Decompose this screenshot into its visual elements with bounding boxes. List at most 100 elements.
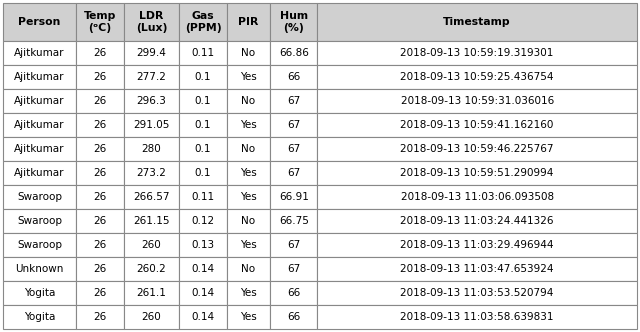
Bar [76,233,124,257]
Text: 280: 280 [141,144,161,154]
Text: 2018-09-13 11:03:47.653924: 2018-09-13 11:03:47.653924 [401,264,554,274]
Bar [124,305,179,329]
Bar [3,3,76,41]
Text: Ajitkumar: Ajitkumar [14,48,65,58]
Text: Timestamp: Timestamp [444,17,511,27]
Bar [270,233,317,257]
Bar [76,89,124,113]
Text: 67: 67 [287,120,300,130]
Text: 26: 26 [93,120,106,130]
Text: Yes: Yes [240,288,257,298]
Bar [227,305,270,329]
Text: Yes: Yes [240,192,257,202]
Text: PIR: PIR [238,17,259,27]
Text: Yes: Yes [240,120,257,130]
Bar [124,137,179,161]
Text: Gas
(PPM): Gas (PPM) [185,11,221,33]
Text: 299.4: 299.4 [136,48,166,58]
Text: Swaroop: Swaroop [17,216,62,226]
Text: 66: 66 [287,72,300,82]
Text: 291.05: 291.05 [133,120,170,130]
Bar [270,41,317,65]
Bar [270,3,317,41]
Bar [3,161,76,185]
Bar [3,137,76,161]
Text: 26: 26 [93,240,106,250]
Text: 66.86: 66.86 [279,48,308,58]
Text: 2018-09-13 11:03:06.093508: 2018-09-13 11:03:06.093508 [401,192,554,202]
Bar [76,257,124,281]
Text: 2018-09-13 10:59:46.225767: 2018-09-13 10:59:46.225767 [401,144,554,154]
Text: LDR
(Lux): LDR (Lux) [136,11,167,33]
Text: 26: 26 [93,144,106,154]
Text: Yogita: Yogita [24,288,55,298]
Text: 2018-09-13 10:59:51.290994: 2018-09-13 10:59:51.290994 [401,168,554,178]
Bar [124,281,179,305]
Text: 2018-09-13 11:03:29.496944: 2018-09-13 11:03:29.496944 [401,240,554,250]
Bar [179,3,227,41]
Bar [3,209,76,233]
Bar [124,161,179,185]
Bar [227,257,270,281]
Text: 66.91: 66.91 [279,192,308,202]
Text: 260.2: 260.2 [136,264,166,274]
Text: Yes: Yes [240,72,257,82]
Bar [317,89,637,113]
Bar [317,161,637,185]
Bar [76,305,124,329]
Text: 266.57: 266.57 [133,192,170,202]
Bar [270,209,317,233]
Text: Hum
(%): Hum (%) [280,11,308,33]
Text: No: No [241,264,255,274]
Bar [227,89,270,113]
Bar [76,3,124,41]
Bar [317,137,637,161]
Text: 67: 67 [287,264,300,274]
Text: 0.1: 0.1 [195,120,211,130]
Text: Ajitkumar: Ajitkumar [14,168,65,178]
Text: 2018-09-13 11:03:24.441326: 2018-09-13 11:03:24.441326 [401,216,554,226]
Bar [270,65,317,89]
Text: 67: 67 [287,144,300,154]
Bar [179,209,227,233]
Bar [227,161,270,185]
Bar [317,41,637,65]
Bar [227,41,270,65]
Text: 0.13: 0.13 [191,240,214,250]
Bar [3,233,76,257]
Bar [227,185,270,209]
Text: No: No [241,48,255,58]
Text: Unknown: Unknown [15,264,64,274]
Text: 66: 66 [287,312,300,322]
Text: 67: 67 [287,96,300,106]
Text: 0.1: 0.1 [195,144,211,154]
Text: Swaroop: Swaroop [17,192,62,202]
Bar [179,281,227,305]
Text: Person: Person [19,17,61,27]
Bar [124,3,179,41]
Bar [124,257,179,281]
Text: 26: 26 [93,312,106,322]
Bar [76,65,124,89]
Text: 296.3: 296.3 [136,96,166,106]
Text: 67: 67 [287,168,300,178]
Bar [179,89,227,113]
Text: 0.12: 0.12 [191,216,214,226]
Text: 273.2: 273.2 [136,168,166,178]
Text: 2018-09-13 10:59:31.036016: 2018-09-13 10:59:31.036016 [401,96,554,106]
Text: Swaroop: Swaroop [17,240,62,250]
Text: Ajitkumar: Ajitkumar [14,72,65,82]
Bar [124,113,179,137]
Bar [76,137,124,161]
Bar [76,209,124,233]
Bar [3,185,76,209]
Text: No: No [241,144,255,154]
Text: Yes: Yes [240,312,257,322]
Text: Ajitkumar: Ajitkumar [14,120,65,130]
Bar [227,113,270,137]
Text: 2018-09-13 11:03:53.520794: 2018-09-13 11:03:53.520794 [401,288,554,298]
Bar [76,161,124,185]
Bar [179,41,227,65]
Bar [3,257,76,281]
Bar [124,65,179,89]
